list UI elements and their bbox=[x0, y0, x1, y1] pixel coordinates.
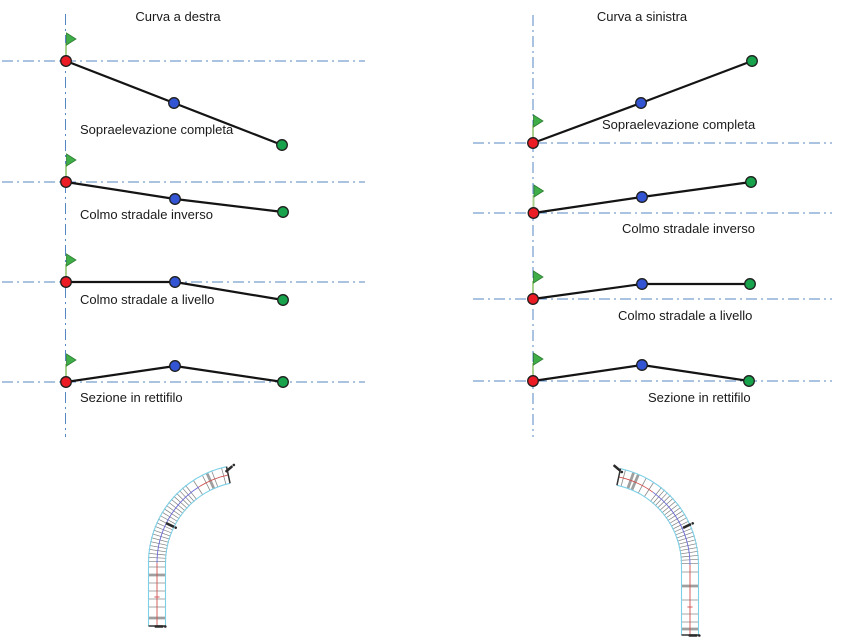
station-marker bbox=[688, 634, 701, 637]
control-point-blue bbox=[168, 97, 180, 109]
section-diagram bbox=[527, 176, 757, 219]
left-panel-diagrams bbox=[2, 14, 365, 437]
control-point-green bbox=[744, 278, 756, 290]
label-colmo-livello-left: Colmo stradale a livello bbox=[80, 292, 215, 307]
road-plan-right bbox=[613, 464, 701, 637]
station-marker bbox=[682, 522, 695, 529]
control-point-red bbox=[60, 276, 72, 288]
right-panel-title: Curva a sinistra bbox=[596, 9, 688, 24]
control-point-blue bbox=[169, 276, 181, 288]
section-diagram bbox=[60, 353, 289, 388]
flag-pennant-icon bbox=[66, 153, 77, 167]
label-sopraelevazione-right: Sopraelevazione completa bbox=[602, 117, 756, 132]
road-edge-line bbox=[164, 482, 231, 564]
label-rettifilo-left: Sezione in rettifilo bbox=[80, 390, 183, 405]
road-edge-line bbox=[620, 468, 700, 566]
section-diagram bbox=[527, 352, 755, 387]
flag-pennant-icon bbox=[66, 353, 77, 367]
left-panel-title: Curva a destra bbox=[135, 9, 221, 24]
control-point-red bbox=[527, 375, 539, 387]
control-point-blue bbox=[636, 278, 648, 290]
section-diagram bbox=[527, 55, 758, 149]
section-diagram bbox=[527, 270, 756, 305]
label-colmo-inverso-left: Colmo stradale inverso bbox=[80, 207, 213, 222]
road-plan-left bbox=[147, 463, 236, 628]
road-centerline-straight bbox=[618, 476, 654, 493]
flag-pennant-icon bbox=[66, 32, 77, 46]
control-point-red bbox=[527, 293, 539, 305]
control-point-green bbox=[277, 294, 289, 306]
flag-marker bbox=[532, 352, 544, 379]
flag-pennant-icon bbox=[533, 270, 544, 284]
flag-pennant-icon bbox=[533, 184, 545, 198]
label-colmo-inverso-right: Colmo stradale inverso bbox=[622, 221, 755, 236]
control-point-green bbox=[277, 376, 289, 388]
control-point-green bbox=[276, 139, 288, 151]
label-sopraelevazione-left: Sopraelevazione completa bbox=[80, 122, 234, 137]
label-colmo-livello-right: Colmo stradale a livello bbox=[618, 308, 753, 323]
control-point-red bbox=[60, 376, 72, 388]
section-diagram bbox=[60, 32, 288, 151]
control-point-red bbox=[60, 176, 72, 188]
station-marker bbox=[613, 464, 624, 474]
flag-marker bbox=[65, 32, 77, 59]
flag-marker bbox=[532, 184, 545, 211]
flag-marker bbox=[65, 153, 77, 180]
road-edge-line bbox=[147, 466, 227, 564]
control-point-red bbox=[527, 207, 540, 219]
flag-pennant-icon bbox=[533, 352, 544, 366]
section-diagram bbox=[60, 153, 289, 218]
flag-marker bbox=[65, 253, 77, 280]
control-point-red bbox=[527, 137, 539, 149]
control-point-green bbox=[745, 176, 757, 188]
control-point-green bbox=[277, 206, 289, 218]
road-centerline-curve bbox=[652, 491, 691, 566]
road-edge-line bbox=[616, 484, 683, 566]
control-point-blue bbox=[636, 359, 648, 371]
control-point-blue bbox=[169, 193, 181, 205]
control-point-green bbox=[746, 55, 758, 67]
control-point-blue bbox=[635, 97, 647, 109]
flag-marker bbox=[532, 114, 544, 141]
control-point-blue bbox=[169, 360, 181, 372]
section-diagram bbox=[60, 253, 289, 306]
control-point-red bbox=[60, 55, 72, 67]
station-marker bbox=[225, 463, 236, 473]
flag-pennant-icon bbox=[66, 253, 77, 267]
road-centerline-curve bbox=[156, 486, 200, 564]
station-marker bbox=[165, 522, 178, 529]
control-point-blue bbox=[636, 191, 648, 203]
station-marker bbox=[154, 625, 167, 628]
label-rettifilo-right: Sezione in rettifilo bbox=[648, 390, 751, 405]
flag-pennant-icon bbox=[533, 114, 544, 128]
flag-marker bbox=[65, 353, 77, 380]
right-panel-diagrams bbox=[473, 15, 832, 437]
flag-marker bbox=[532, 270, 544, 297]
control-point-green bbox=[743, 375, 755, 387]
